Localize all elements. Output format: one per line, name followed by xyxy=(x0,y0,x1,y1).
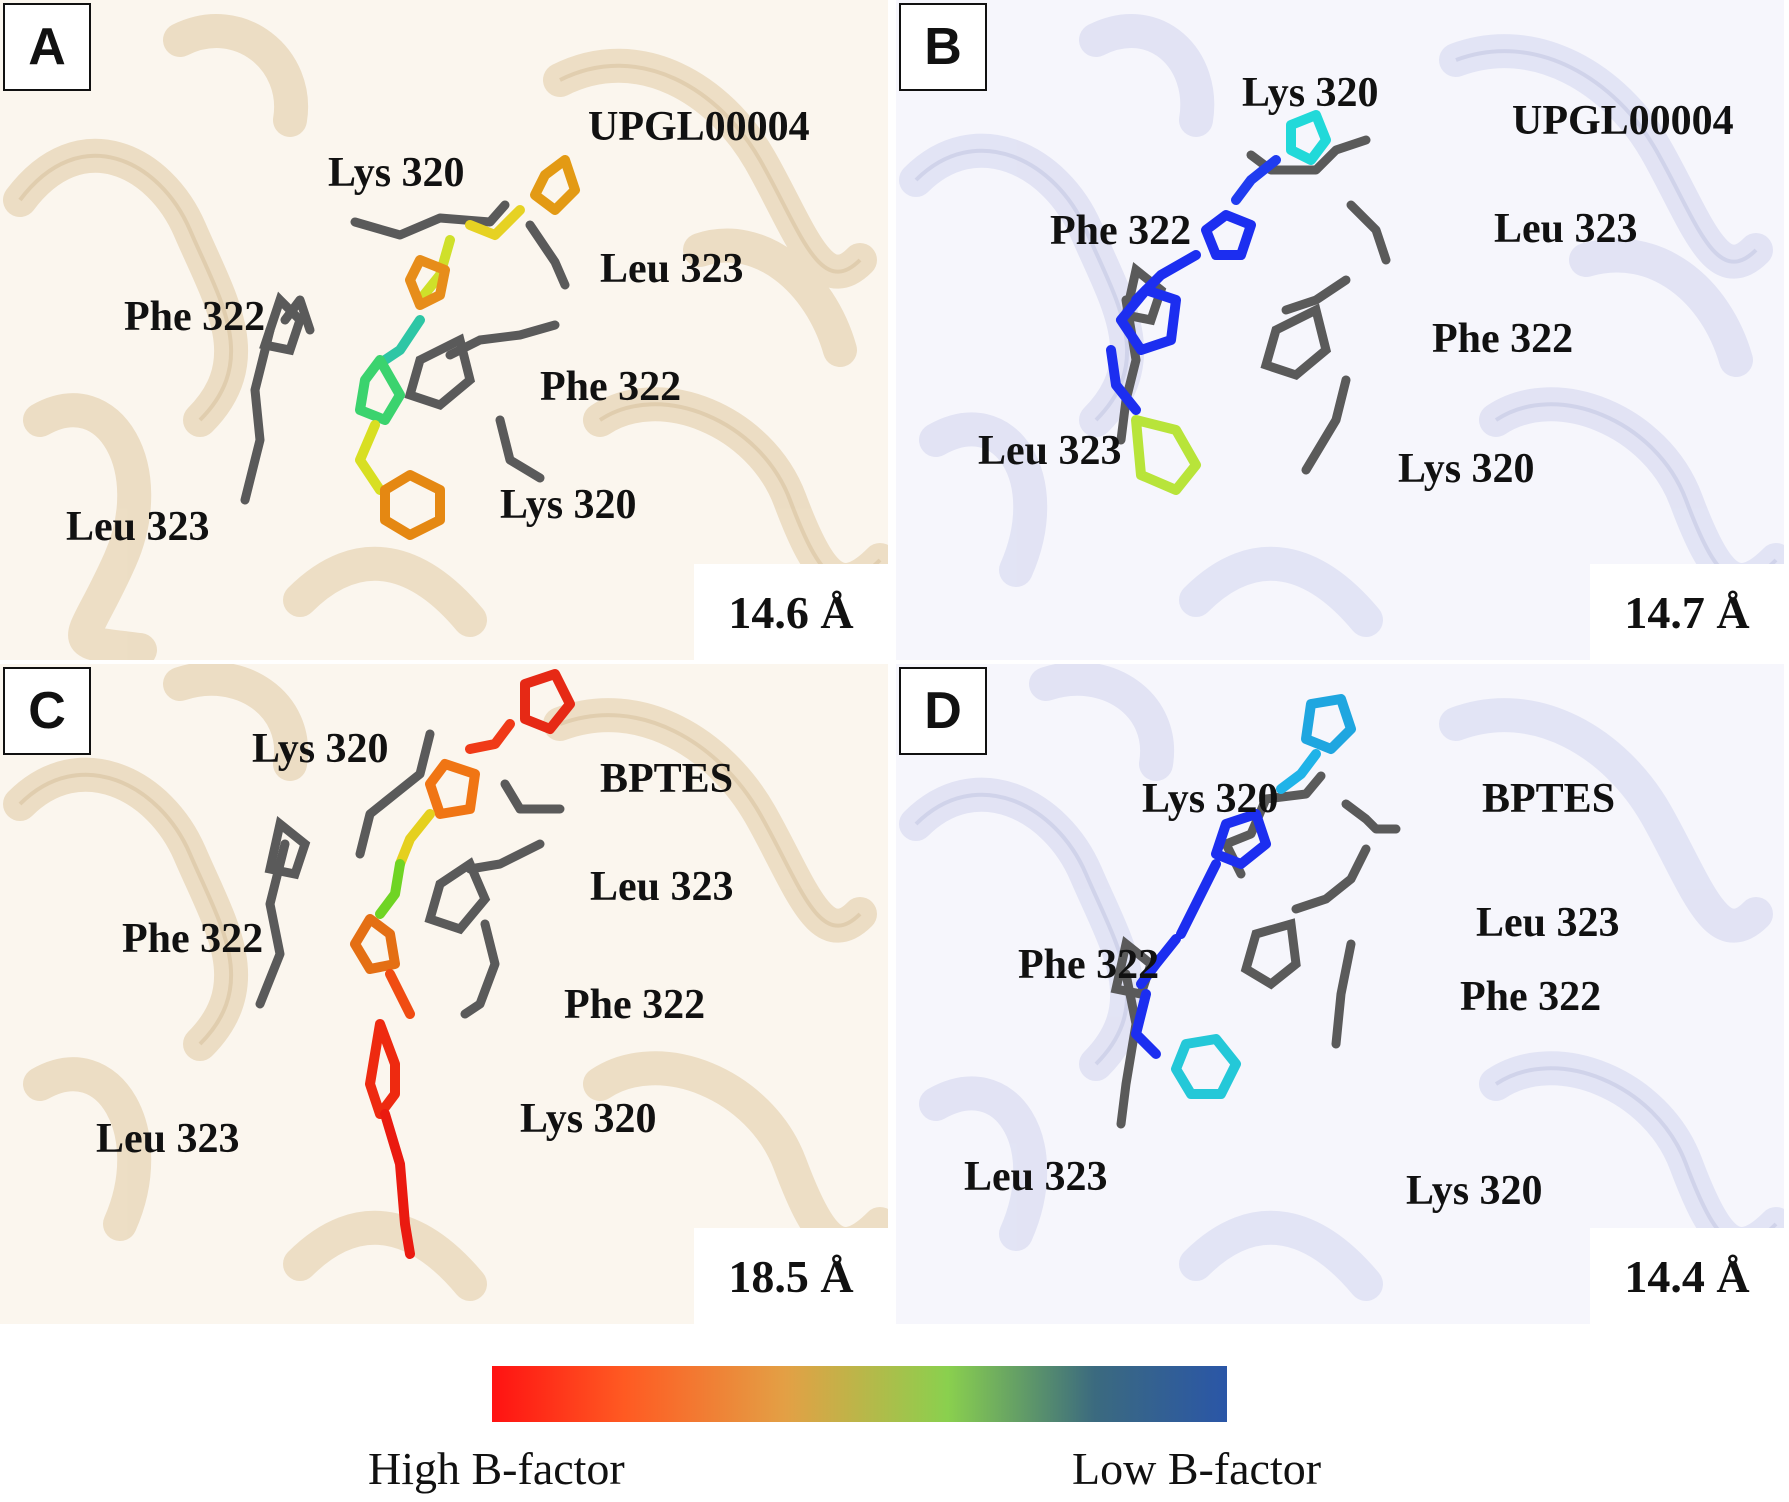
phe322-right-label: Phe 322 xyxy=(1432,316,1574,362)
protein-ribbon-tan xyxy=(0,0,888,660)
panel-letter: B xyxy=(899,3,987,91)
lys320-bottom-label: Lys 320 xyxy=(520,1096,657,1142)
phe322-left-label: Phe 322 xyxy=(124,294,266,340)
lys320-bottom-label: Lys 320 xyxy=(500,482,637,528)
ligand-label: UPGL00004 xyxy=(588,104,810,150)
phe322-left-label: Phe 322 xyxy=(1050,208,1192,254)
panel-letter: C xyxy=(3,667,91,755)
panel-a: A UPGL00004 Lys 320 Leu 323 Phe 322 Phe … xyxy=(0,0,888,660)
panel-d: D Lys 320 BPTES Leu 323 Phe 322 Phe 322 … xyxy=(896,664,1784,1324)
panel-letter: A xyxy=(3,3,91,91)
lys320-bottom-label: Lys 320 xyxy=(1398,446,1535,492)
panel-c: C Lys 320 BPTES Leu 323 Phe 322 Phe 322 … xyxy=(0,664,888,1324)
phe322-left-label: Phe 322 xyxy=(1018,942,1160,988)
panel-b: B Lys 320 UPGL00004 Phe 322 Leu 323 Phe … xyxy=(896,0,1784,660)
leu323-right-label: Leu 323 xyxy=(590,864,734,910)
ligand-label: UPGL00004 xyxy=(1512,98,1734,144)
phe322-left-label: Phe 322 xyxy=(122,916,264,962)
phe322-right-label: Phe 322 xyxy=(1460,974,1602,1020)
lys320-top-label: Lys 320 xyxy=(252,726,389,772)
lys320-bottom-label: Lys 320 xyxy=(1406,1168,1543,1214)
ligand-label: BPTES xyxy=(1482,776,1616,822)
protein-ribbon-lavender xyxy=(896,0,1784,660)
phe322-right-label: Phe 322 xyxy=(540,364,682,410)
leu323-right-label: Leu 323 xyxy=(600,246,744,292)
leu323-left-label: Leu 323 xyxy=(96,1116,240,1162)
protein-ribbon-lavender xyxy=(896,664,1784,1324)
leu323-left-label: Leu 323 xyxy=(66,504,210,550)
distance-label: 14.4 Å xyxy=(1590,1228,1784,1324)
lys320-top-label: Lys 320 xyxy=(1142,776,1279,822)
lys320-top-label: Lys 320 xyxy=(328,150,465,196)
distance-label: 14.6 Å xyxy=(694,564,888,660)
leu323-left-label: Leu 323 xyxy=(978,428,1122,474)
b-factor-gradient-bar xyxy=(492,1366,1227,1422)
phe322-right-label: Phe 322 xyxy=(564,982,706,1028)
lys320-top-label: Lys 320 xyxy=(1242,70,1379,116)
leu323-right-label: Leu 323 xyxy=(1476,900,1620,946)
leu323-right-label: Leu 323 xyxy=(1494,206,1638,252)
distance-label: 14.7 Å xyxy=(1590,564,1784,660)
ligand-label: BPTES xyxy=(600,756,734,802)
distance-label: 18.5 Å xyxy=(694,1228,888,1324)
leu323-left-label: Leu 323 xyxy=(964,1154,1108,1200)
protein-ribbon-tan xyxy=(0,664,888,1324)
low-b-factor-label: Low B-factor xyxy=(1072,1443,1322,1494)
high-b-factor-label: High B-factor xyxy=(368,1443,625,1494)
panel-letter: D xyxy=(899,667,987,755)
